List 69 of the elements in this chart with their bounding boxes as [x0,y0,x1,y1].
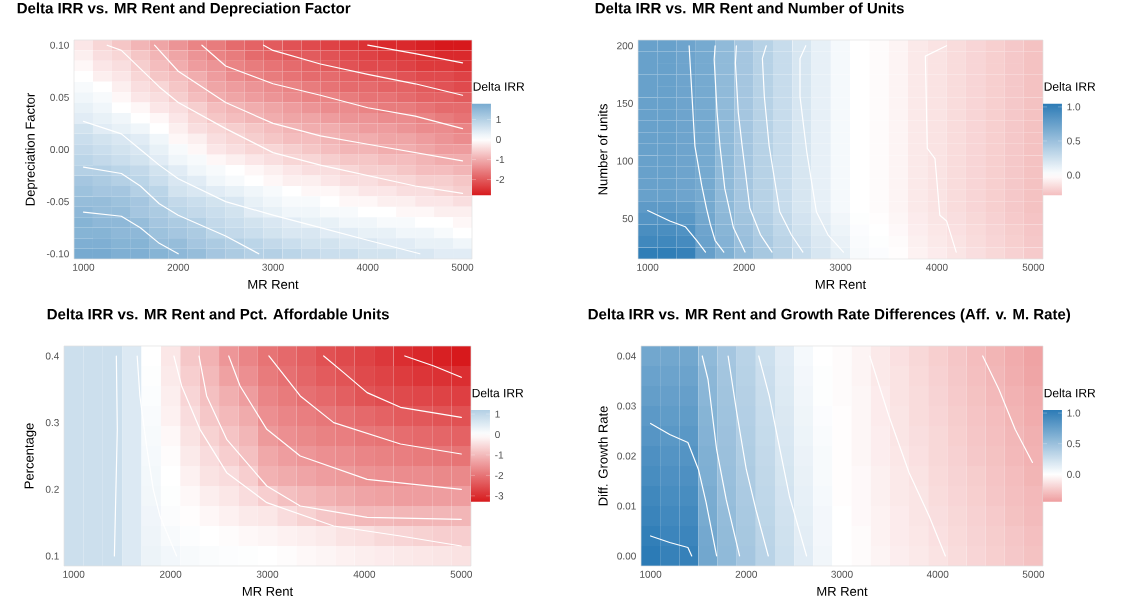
x-tick-label: 5000 [451,263,474,271]
y-tick-label: 0.00 [617,552,636,560]
chart-title: Delta IRR vs. MR Rent and Number of Units [595,2,904,14]
x-tick-label: 4000 [926,263,948,271]
color-bar-label: 0.0 [1067,470,1081,478]
y-tick-label: 0.4 [45,352,60,360]
y-tick-label: 0.00 [50,145,69,154]
x-tick-label: 3000 [262,263,284,271]
y-tick-label: -0.05 [46,198,69,206]
x-tick-label: 2000 [733,263,755,271]
y-tick-label: 0.03 [617,402,636,410]
x-tick-label: 2000 [735,570,758,578]
x-tick-label: 1000 [637,263,659,271]
y-axis-title: Number of units [597,104,608,195]
color-bar-label: 0.5 [1067,440,1081,448]
x-tick-label: 3000 [256,570,279,578]
y-tick-label: 0.05 [50,93,69,101]
x-tick-label: 2000 [167,263,189,271]
y-axis-title: Percentage [24,423,37,489]
x-axis-title: MR Rent [815,279,867,289]
y-tick-label: 50 [622,215,633,223]
color-bar-label: 1 [496,116,501,123]
chart-title: Delta IRR vs. MR Rent and Depreciation Factor [17,2,351,17]
y-tick-label: 100 [617,157,633,165]
y-tick-label: 200 [617,42,633,50]
color-bar-label: 1.0 [1067,409,1081,417]
chart-title: Delta IRR vs. MR Rent and Pct. Affordable Units [47,308,389,320]
color-bar-label: 0 [495,430,500,439]
y-tick-label: 0.3 [45,419,59,427]
x-axis-title: MR Rent [242,586,294,596]
x-axis-title: MR Rent [817,586,868,596]
y-tick-label: 0.1 [45,552,59,560]
x-tick-label: 1000 [63,570,85,578]
y-tick-label: 0.2 [45,485,59,493]
x-tick-label: 5000 [1022,263,1045,271]
y-tick-label: 0.02 [617,452,636,460]
x-tick-label: 3000 [831,570,853,578]
x-tick-label: 3000 [829,263,852,271]
color-bar-title: Delta IRR [472,388,524,398]
color-bar-label: -3 [495,492,504,500]
x-tick-label: 1000 [640,570,662,578]
color-bar-label: 0.5 [1067,137,1081,145]
x-tick-label: 5000 [450,570,473,578]
color-bar-label: -1 [495,451,504,459]
y-tick-label: -0.10 [46,250,69,258]
color-bar-label: 1 [495,410,500,418]
chart-title: Delta IRR vs. MR Rent and Growth Rate Differences (Aff. v. M. Rate) [588,308,1071,323]
color-bar-title: Delta IRR [473,81,525,91]
y-axis-title: Diff. Growth Rate [598,406,608,506]
color-bar-label: 0 [496,135,501,144]
y-tick-label: 0.04 [617,352,636,360]
y-tick-label: 150 [617,99,633,107]
color-bar-title: Delta IRR [1044,388,1096,398]
x-tick-label: 1000 [73,263,95,271]
color-bar-title: Delta IRR [1044,81,1096,91]
color-bar-label: -1 [496,156,505,163]
color-bar-label: 1.0 [1067,103,1081,111]
color-bar-label: -2 [495,471,504,479]
x-tick-label: 5000 [1022,570,1045,578]
color-bar-label: -2 [496,175,505,183]
x-tick-label: 4000 [353,570,376,578]
y-tick-label: 0.10 [50,41,69,49]
y-tick-label: 0.01 [617,502,636,510]
y-axis-title: Depreciation Factor [25,93,38,206]
x-tick-label: 2000 [159,570,182,578]
color-bar-label: 0.0 [1067,171,1081,179]
x-tick-label: 4000 [926,570,949,578]
x-tick-label: 4000 [356,263,379,271]
x-axis-title: MR Rent [248,279,299,289]
